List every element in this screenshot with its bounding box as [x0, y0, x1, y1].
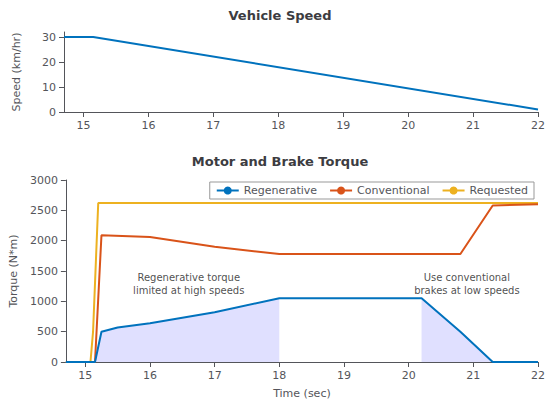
- svg-text:21: 21: [466, 369, 480, 382]
- svg-text:Requested: Requested: [470, 184, 528, 197]
- svg-text:0: 0: [51, 356, 58, 369]
- svg-text:3000: 3000: [30, 174, 58, 187]
- svg-text:2000: 2000: [30, 234, 58, 247]
- svg-text:brakes at low speeds: brakes at low speeds: [414, 285, 519, 296]
- svg-text:0: 0: [49, 106, 56, 119]
- svg-text:22: 22: [531, 369, 545, 382]
- svg-text:20: 20: [402, 369, 416, 382]
- svg-text:10: 10: [42, 81, 56, 94]
- svg-text:Vehicle Speed: Vehicle Speed: [229, 8, 332, 23]
- svg-text:Use conventional: Use conventional: [424, 272, 510, 283]
- svg-text:17: 17: [206, 119, 220, 132]
- svg-text:17: 17: [208, 369, 222, 382]
- svg-text:19: 19: [336, 119, 350, 132]
- svg-text:16: 16: [141, 119, 155, 132]
- svg-text:15: 15: [78, 369, 92, 382]
- svg-text:20: 20: [401, 119, 415, 132]
- svg-text:18: 18: [272, 369, 286, 382]
- svg-text:18: 18: [271, 119, 285, 132]
- svg-text:21: 21: [466, 119, 480, 132]
- svg-text:Conventional: Conventional: [357, 184, 430, 197]
- svg-text:22: 22: [531, 119, 545, 132]
- svg-text:2500: 2500: [30, 204, 58, 217]
- svg-text:Time (sec): Time (sec): [272, 387, 331, 400]
- svg-text:Motor and Brake Torque: Motor and Brake Torque: [192, 154, 369, 169]
- svg-text:limited at high speeds: limited at high speeds: [133, 285, 244, 296]
- svg-text:19: 19: [337, 369, 351, 382]
- svg-text:500: 500: [37, 325, 58, 338]
- svg-text:20: 20: [42, 56, 56, 69]
- svg-text:Speed (km/hr): Speed (km/hr): [10, 33, 23, 112]
- svg-text:Regenerative torque: Regenerative torque: [137, 272, 240, 283]
- svg-text:15: 15: [76, 119, 90, 132]
- svg-text:30: 30: [42, 31, 56, 44]
- svg-text:Regenerative: Regenerative: [244, 184, 318, 197]
- svg-text:16: 16: [143, 369, 157, 382]
- svg-text:1000: 1000: [30, 295, 58, 308]
- svg-text:1500: 1500: [30, 265, 58, 278]
- svg-text:Torque (N*m): Torque (N*m): [7, 234, 20, 308]
